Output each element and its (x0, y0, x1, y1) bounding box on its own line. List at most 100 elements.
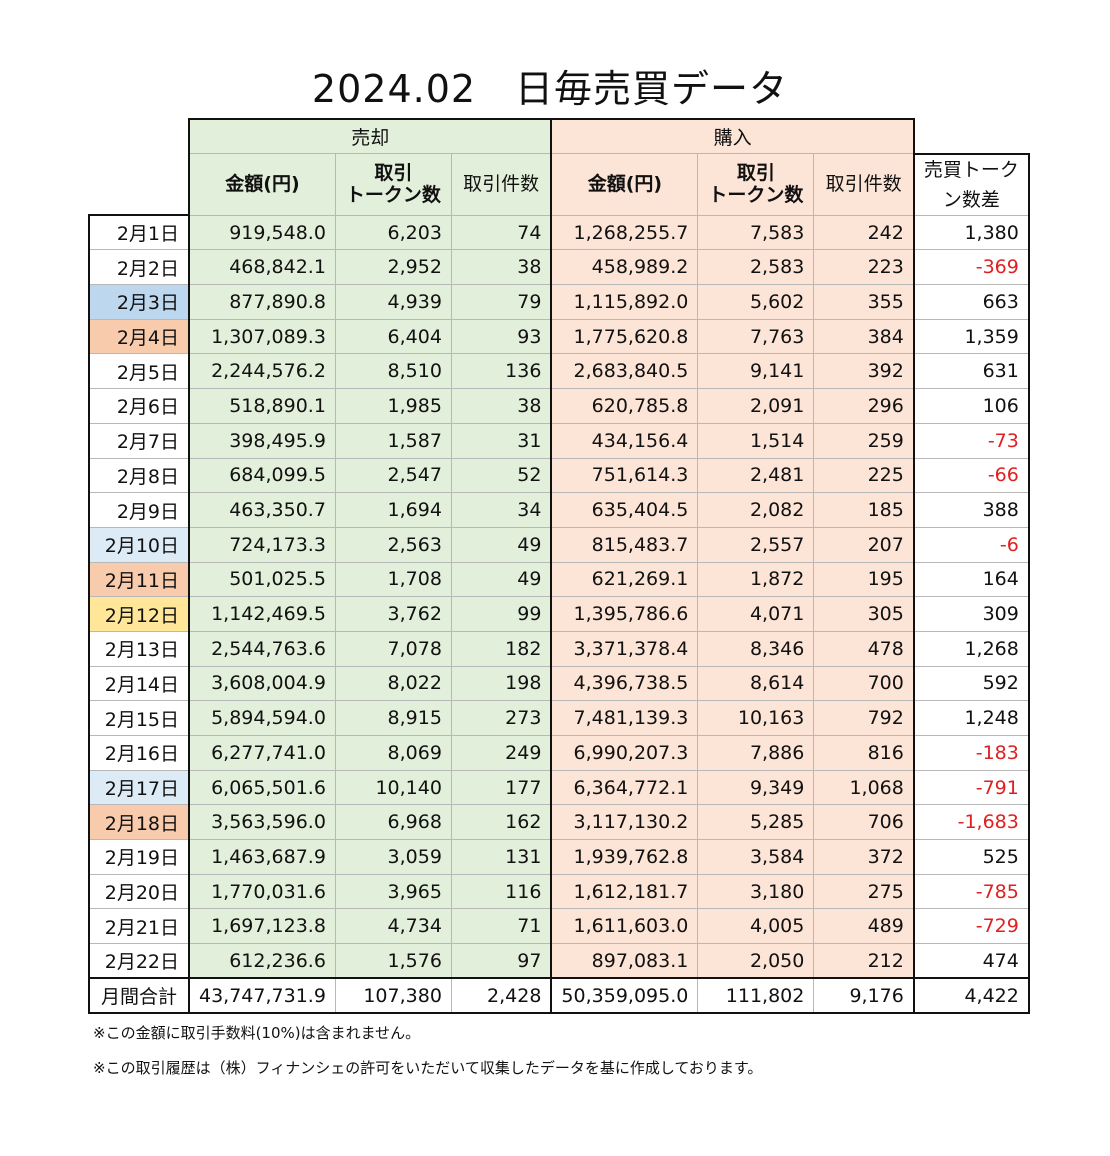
buy-count-cell: 259 (813, 422, 915, 459)
sell-tokens-cell: 1,985 (334, 388, 452, 424)
buy-amount-cell: 7,481,139.3 (550, 700, 699, 736)
corner-cell (89, 119, 189, 154)
sell-tokens-header: 取引 トークン数 (334, 153, 452, 216)
buy-amount-cell: 2,683,840.5 (550, 353, 699, 390)
buy-amount-cell: 621,269.1 (550, 561, 699, 598)
table-row: 2月18日 3,563,596.0 6,968 162 3,117,130.2 5,285… (88, 804, 1030, 841)
sell-tokens-cell: 1,708 (334, 561, 452, 598)
date-cell: 2月10日 (88, 526, 190, 563)
diff-cell: -1,683 (913, 804, 1030, 841)
diff-cell: 309 (913, 596, 1030, 632)
table-row: 2月3日 877,890.8 4,939 79 1,115,892.0 5,602 355 6… (88, 284, 1030, 320)
buy-tokens-cell: 10,163 (697, 700, 815, 736)
buy-count-cell: 212 (813, 943, 915, 979)
date-cell: 2月7日 (88, 422, 190, 459)
table-body: 2月1日 919,548.0 6,203 74 1,268,255.7 7,583 242 1… (88, 214, 1030, 979)
sell-tokens-cell: 1,587 (334, 422, 452, 459)
buy-tokens-cell: 4,071 (697, 596, 815, 632)
sell-tokens-cell: 4,734 (334, 908, 452, 945)
buy-amount-cell: 434,156.4 (550, 422, 699, 459)
buy-group-header: 購入 (550, 118, 915, 155)
date-cell: 2月19日 (88, 839, 190, 875)
sell-count-cell: 182 (450, 630, 553, 667)
buy-tokens-header-line1: 取引 (736, 162, 775, 185)
buy-count-cell: 195 (813, 561, 915, 598)
buy-tokens-cell: 3,180 (697, 873, 815, 910)
sell-amount-cell: 3,608,004.9 (187, 665, 336, 702)
sell-count-cell: 38 (450, 249, 553, 286)
buy-amount-cell: 3,371,378.4 (550, 630, 699, 667)
sell-count-header-text: 取引件数 (463, 173, 540, 196)
buy-count-cell: 384 (813, 318, 915, 355)
buy-tokens-cell: 2,050 (697, 943, 815, 979)
table-row: 2月4日 1,307,089.3 6,404 93 1,775,620.8 7,763 38… (88, 318, 1030, 355)
date-cell: 2月16日 (88, 735, 190, 771)
buy-tokens-header-line2: トークン数 (708, 184, 804, 207)
buy-count-cell: 207 (813, 526, 915, 563)
sell-count-cell: 136 (450, 353, 553, 390)
buy-count-header: 取引件数 (813, 153, 915, 216)
sell-tokens-cell: 7,078 (334, 630, 452, 667)
diff-cell: 474 (913, 943, 1030, 979)
buy-tokens-cell: 3,584 (697, 839, 815, 875)
sell-count-cell: 71 (450, 908, 553, 945)
sell-count-cell: 34 (450, 492, 553, 528)
date-cell: 2月8日 (88, 457, 190, 494)
sell-group-header: 売却 (187, 118, 553, 155)
sell-tokens-cell: 3,059 (334, 839, 452, 875)
buy-tokens-cell: 9,141 (697, 353, 815, 390)
date-cell: 2月6日 (88, 388, 190, 424)
diff-cell: 663 (913, 284, 1030, 320)
table-row: 2月20日 1,770,031.6 3,965 116 1,612,181.7 3,180… (88, 873, 1030, 910)
footnotes: ※この金額に取引手数料(10%)は含まれません。 ※この取引履歴は（株）フィナン… (93, 1016, 762, 1086)
date-cell: 2月4日 (88, 318, 190, 355)
buy-tokens-cell: 8,614 (697, 665, 815, 702)
date-cell: 2月2日 (88, 249, 190, 286)
buy-amount-cell: 897,083.1 (550, 943, 699, 979)
sell-count-cell: 52 (450, 457, 553, 494)
buy-amount-cell: 1,939,762.8 (550, 839, 699, 875)
sell-amount-cell: 1,697,123.8 (187, 908, 336, 945)
buy-amount-cell: 635,404.5 (550, 492, 699, 528)
buy-amount-cell: 3,117,130.2 (550, 804, 699, 841)
sell-count-cell: 38 (450, 388, 553, 424)
diff-cell: -66 (913, 457, 1030, 494)
sell-count-cell: 131 (450, 839, 553, 875)
sell-amount-cell: 1,770,031.6 (187, 873, 336, 910)
buy-tokens-cell: 7,886 (697, 735, 815, 771)
table-row: 2月8日 684,099.5 2,547 52 751,614.3 2,481 225 -66 (88, 457, 1030, 494)
buy-tokens-cell: 2,082 (697, 492, 815, 528)
buy-count-cell: 478 (813, 630, 915, 667)
buy-tokens-header: 取引 トークン数 (697, 153, 815, 216)
buy-tokens-cell: 4,005 (697, 908, 815, 945)
sell-count-cell: 49 (450, 561, 553, 598)
buy-count-header-text: 取引件数 (825, 173, 902, 196)
buy-amount-cell: 1,612,181.7 (550, 873, 699, 910)
buy-count-cell: 355 (813, 284, 915, 320)
table-row: 2月6日 518,890.1 1,985 38 620,785.8 2,091 296 106 (88, 388, 1030, 424)
buy-count-cell: 223 (813, 249, 915, 286)
sell-amount-cell: 612,236.6 (187, 943, 336, 979)
buy-tokens-cell: 8,346 (697, 630, 815, 667)
sell-amount-cell: 919,548.0 (187, 214, 336, 251)
buy-tokens-cell: 2,091 (697, 388, 815, 424)
buy-count-cell: 275 (813, 873, 915, 910)
date-cell: 2月21日 (88, 908, 190, 945)
total-buy-amount: 50,359,095.0 (550, 977, 699, 1014)
sell-amount-cell: 468,842.1 (187, 249, 336, 286)
sell-amount-cell: 877,890.8 (187, 284, 336, 320)
diff-cell: 1,268 (913, 630, 1030, 667)
diff-cell: 106 (913, 388, 1030, 424)
sell-count-cell: 99 (450, 596, 553, 632)
diff-cell: 631 (913, 353, 1030, 390)
sell-tokens-cell: 10,140 (334, 769, 452, 806)
diff-cell: 1,380 (913, 214, 1030, 251)
date-cell: 2月22日 (88, 943, 190, 979)
diff-cell: 388 (913, 492, 1030, 528)
table-row: 2月19日 1,463,687.9 3,059 131 1,939,762.8 3,584… (88, 839, 1030, 875)
sell-tokens-cell: 1,694 (334, 492, 452, 528)
sell-count-cell: 177 (450, 769, 553, 806)
diff-cell: 1,359 (913, 318, 1030, 355)
total-buy-tokens: 111,802 (697, 977, 815, 1014)
sell-count-cell: 79 (450, 284, 553, 320)
